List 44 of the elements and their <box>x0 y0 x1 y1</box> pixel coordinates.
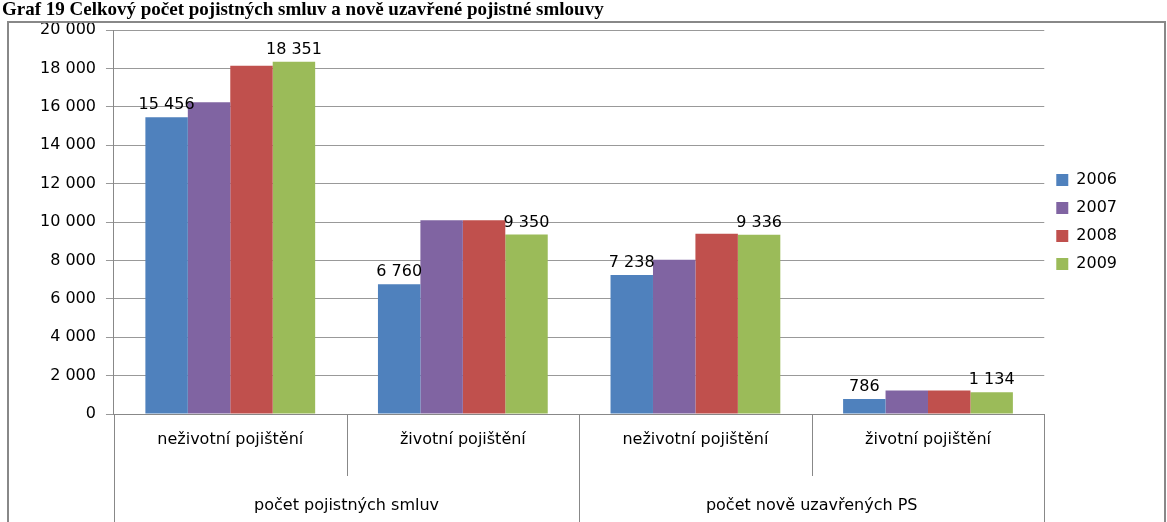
text: počet pojistných smluv <box>254 495 440 515</box>
bar <box>462 220 506 414</box>
bar <box>145 117 188 414</box>
bar <box>652 259 696 414</box>
y-tick-label: 10 000 <box>40 211 96 231</box>
data-label: 7 238 <box>608 252 655 272</box>
legend-label: 2008 <box>1076 225 1117 245</box>
bar <box>505 234 548 414</box>
bar <box>272 61 316 414</box>
y-tick-label: 18 000 <box>40 57 96 77</box>
legend-label: 2009 <box>1076 253 1117 273</box>
bar <box>737 234 781 414</box>
x-tick-label: neživotní pojištění <box>622 429 769 449</box>
y-tick-label: 12 000 <box>40 172 96 192</box>
data-label: 786 <box>849 376 880 396</box>
chart-title: Graf 19 Celkový počet pojistných smluv a nově uzavřené pojistné smlouvy <box>2 0 605 20</box>
data-label: 15 456 <box>138 94 195 114</box>
y-tick-label: 4 000 <box>50 326 96 346</box>
data-label: 6 760 <box>376 261 423 281</box>
data-label: 1 134 <box>968 369 1015 389</box>
x-tick-label: životní pojištění <box>399 429 527 449</box>
y-tick-label: 6 000 <box>50 287 96 307</box>
bar <box>610 275 653 414</box>
y-tick-label: 2 000 <box>50 364 96 384</box>
bar <box>927 390 971 414</box>
bar <box>377 284 421 414</box>
data-label: 18 351 <box>265 38 322 58</box>
y-tick-label: 8 000 <box>50 249 96 269</box>
bar <box>695 233 738 414</box>
y-tick-label: 0 <box>85 403 96 423</box>
data-label: 9 350 <box>503 211 550 231</box>
data-label: 9 336 <box>736 211 782 231</box>
bar <box>230 65 273 414</box>
y-tick-label: 16 000 <box>40 95 96 115</box>
bar <box>885 390 928 414</box>
bar <box>843 398 886 414</box>
bar <box>420 220 463 414</box>
x-tick-label: životní pojištění <box>865 429 992 449</box>
text: počet nově uzavřených PS <box>705 495 918 515</box>
bar <box>970 392 1013 414</box>
legend-label: 2007 <box>1076 197 1117 217</box>
y-tick-label: 14 000 <box>40 134 96 154</box>
x-tick-label: neživotní pojištění <box>157 429 304 449</box>
legend-label: 2006 <box>1076 169 1117 189</box>
